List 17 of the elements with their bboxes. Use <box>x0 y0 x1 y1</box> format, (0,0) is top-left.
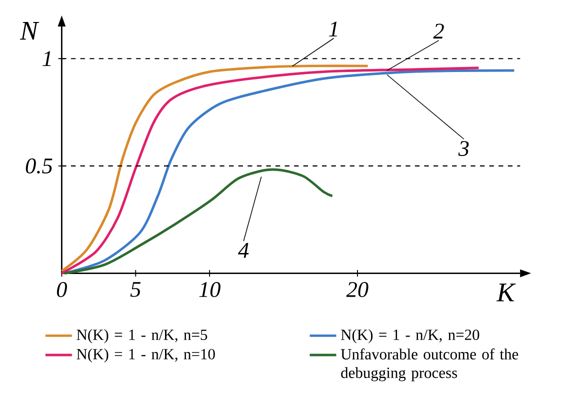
legend-label: N(K) = 1 - n/K, n=5 <box>76 328 208 344</box>
legend-label: Unfavorable outcome of the debugging process <box>340 348 518 382</box>
annotation: 4 <box>238 242 249 258</box>
line-series <box>63 168 334 274</box>
annotation: 1 <box>329 21 337 36</box>
legend-label: N(K) = 1 - n/K, n=10 <box>76 348 215 362</box>
annotation: 2 <box>433 24 444 38</box>
x-tick-label: 0 <box>56 282 67 297</box>
y-tick-label: 0.5 <box>26 158 52 174</box>
x-tick-label: 5 <box>130 282 141 297</box>
y-axis-title: N <box>20 22 40 40</box>
legend-label: N(K) = 1 - n/K, n=20 <box>341 328 480 344</box>
x-tick-label: 20 <box>346 282 368 297</box>
line-series <box>60 64 370 272</box>
annotation: 3 <box>458 140 469 156</box>
x-axis-title: K <box>496 284 516 302</box>
x-tick-label: 10 <box>199 282 220 297</box>
